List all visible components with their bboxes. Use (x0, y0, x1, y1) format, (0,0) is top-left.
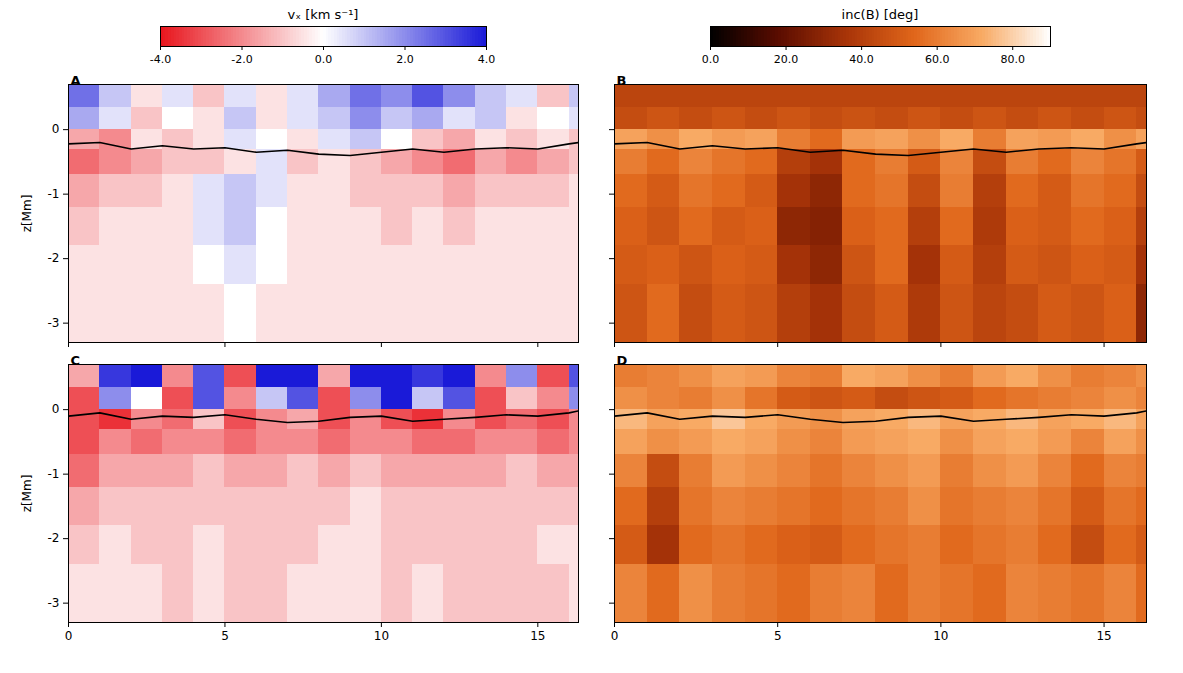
svg-text:60.0: 60.0 (925, 53, 950, 66)
svg-text:40.0: 40.0 (849, 53, 874, 66)
svg-text:-2.0: -2.0 (231, 53, 252, 66)
svg-text:5: 5 (774, 629, 782, 643)
svg-text:-1: -1 (48, 187, 60, 201)
svg-text:5: 5 (221, 629, 229, 643)
svg-text:A: A (71, 73, 81, 88)
html-text:inc(B) [deg]: inc(B) [deg] (841, 7, 919, 22)
svg-text:z[Mm]: z[Mm] (20, 195, 34, 233)
svg-text:80.0: 80.0 (1000, 53, 1024, 66)
svg-text:10: 10 (933, 629, 948, 643)
svg-text:0: 0 (611, 629, 619, 643)
svg-text:0.0: 0.0 (702, 53, 720, 66)
svg-text:0: 0 (52, 122, 60, 136)
svg-text:4.0: 4.0 (478, 53, 496, 66)
svg-text:20.0: 20.0 (774, 53, 799, 66)
svg-text:10: 10 (374, 629, 389, 643)
svg-text:z[Mm]: z[Mm] (20, 475, 34, 513)
svg-text:0: 0 (65, 629, 73, 643)
svg-text:-1: -1 (48, 467, 60, 481)
svg-text:C: C (71, 353, 81, 368)
svg-text:-3: -3 (48, 316, 60, 330)
svg-text:-4.0: -4.0 (150, 53, 171, 66)
svg-text:15: 15 (1096, 629, 1111, 643)
svg-text:-2: -2 (48, 251, 60, 265)
svg-text:-2: -2 (48, 531, 60, 545)
svg-text:-3: -3 (48, 596, 60, 610)
svg-text:0: 0 (52, 402, 60, 416)
svg-text:B: B (617, 73, 627, 88)
html-text:vₓ [km s⁻¹]: vₓ [km s⁻¹] (287, 7, 359, 22)
svg-text:D: D (617, 353, 628, 368)
svg-text:0.0: 0.0 (315, 53, 333, 66)
svg-text:15: 15 (530, 629, 545, 643)
svg-text:2.0: 2.0 (396, 53, 414, 66)
